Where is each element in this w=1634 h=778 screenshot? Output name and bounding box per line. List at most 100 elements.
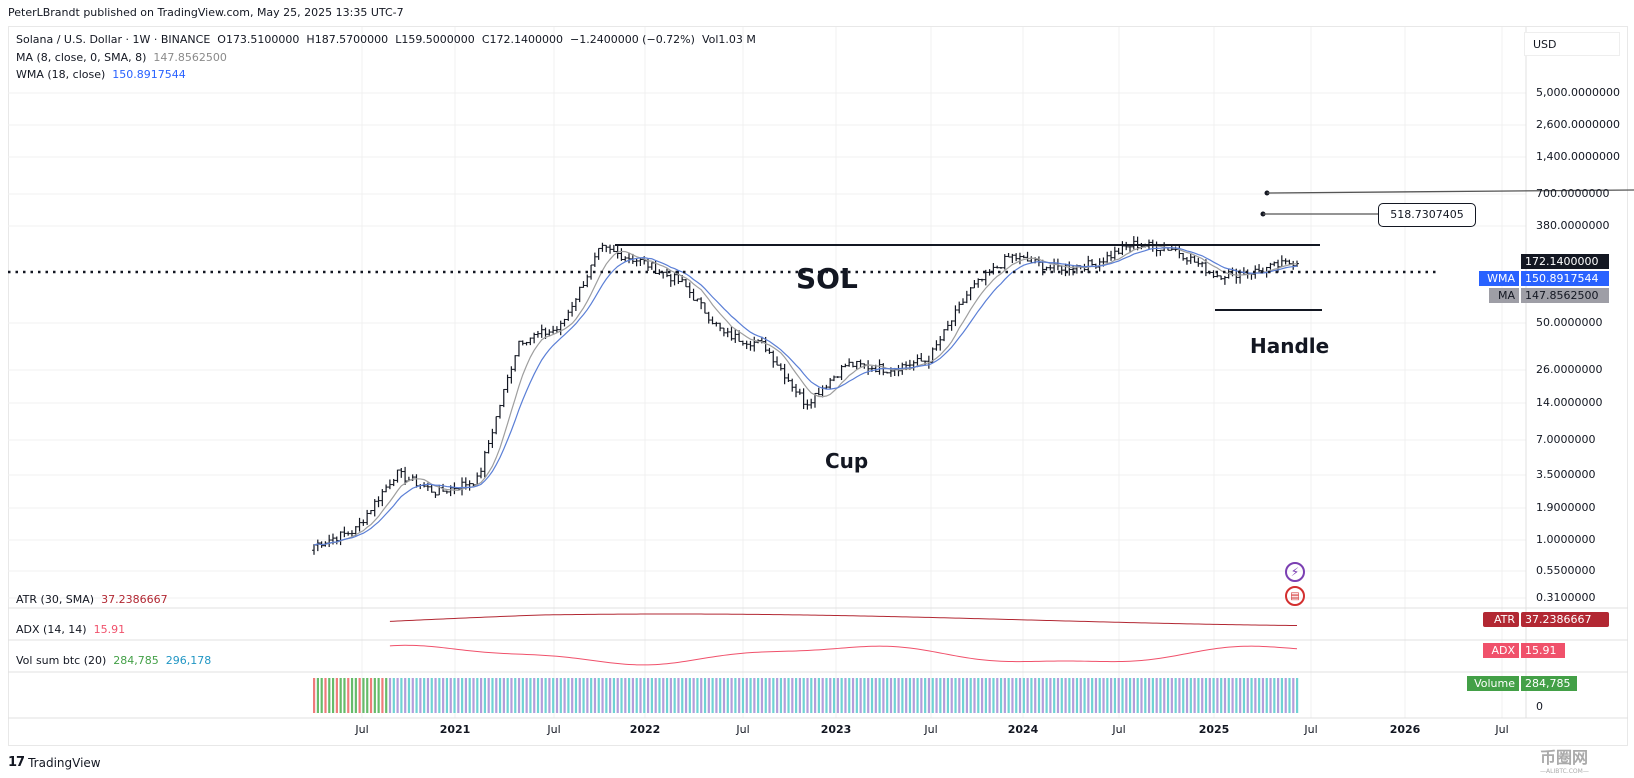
volume-bar [320,678,323,713]
time-tick-label: Jul [1112,723,1126,736]
volume-bar [1280,678,1284,713]
watermark: 币圈网 —ALIBTC.COM— [1540,744,1589,775]
target-price-label[interactable]: 518.7307405 [1378,203,1476,227]
volume-bar [1151,678,1154,713]
volume-bar [1239,678,1242,713]
price-tick-label: 380.0000000 [1536,219,1610,232]
volume-bar [639,678,642,713]
volume-bar [362,678,365,713]
volume-bar [1242,678,1246,713]
volume-bar [544,678,547,713]
volume-bar [510,678,513,713]
volume-bar [650,678,653,713]
atr-label: ATR (30, SMA) [16,593,95,606]
volume-legend[interactable]: Vol sum btc (20) 284,785 296,178 [16,654,211,667]
adx-legend[interactable]: ADX (14, 14) 15.91 [16,623,125,636]
volume-bar [1132,678,1135,713]
vol-value-2: 296,178 [165,654,212,667]
volume-bar [703,678,707,713]
price-tick-label: 26.0000000 [1536,363,1603,376]
volume-bar [863,678,866,713]
volume-bar [616,678,619,713]
volume-bar [908,678,912,713]
price-tick-label: 5,000.0000000 [1536,86,1620,99]
volume-bar [358,678,361,713]
volume-bar [593,678,597,713]
ohlc-close: C172.1400000 [481,33,563,46]
volume-bar [1277,678,1280,713]
volume-bar [559,678,562,713]
volume-bar [1041,678,1044,713]
volume-bar [567,678,570,713]
volume-bar [529,678,532,713]
volume-bar [870,678,874,713]
volume-bar [612,678,616,713]
ohlc-low: L159.5000000 [395,33,475,46]
volume-bar [882,678,885,713]
volume-bar [806,678,809,713]
time-tick-label: 2023 [820,723,852,736]
atr-line [389,613,1298,627]
volume-bar [901,678,904,713]
ma-line [313,244,1298,546]
volume-bar [407,678,411,713]
sol-annotation[interactable]: SOL [796,262,858,295]
volume-bar [662,678,665,713]
volume-bar [1003,678,1006,713]
time-tick-label: Jul [736,723,750,736]
atr-legend[interactable]: ATR (30, SMA) 37.2386667 [16,593,168,606]
volume-bar [741,678,745,713]
volume-bar [369,678,373,713]
currency-selector[interactable]: USD [1524,32,1620,56]
volume-bar [688,678,691,713]
ma-legend[interactable]: MA (8, close, 0, SMA, 8) 147.8562500 [16,51,227,64]
volume-bar [1201,678,1204,713]
volume-bar [331,678,335,713]
us-flag-event-icon[interactable]: ▤ [1285,586,1305,606]
volume-bar [665,678,669,713]
volume-bar [916,678,919,713]
volume-bar [874,678,877,713]
volume-bar [445,678,449,713]
tradingview-logo[interactable]: 17 TradingView [8,755,101,770]
volume-bar [1026,678,1029,713]
price-tick-label: 7.0000000 [1536,433,1596,446]
volume-bar [920,678,923,713]
volume-bar [711,678,714,713]
volume-bar [684,678,688,713]
volume-bar [760,678,764,713]
volume-tag-name: Volume [1467,676,1519,691]
volume-bar [772,678,775,713]
volume-bar [1227,678,1230,713]
volume-bar [335,678,338,713]
handle-annotation[interactable]: Handle [1250,334,1330,358]
volume-bar [400,678,403,713]
volume-bar [1140,678,1143,713]
volume-bar [954,678,957,713]
volume-bar [483,678,486,713]
volume-bar [969,678,972,713]
volume-zero-label: 0 [1536,700,1543,713]
volume-bar [1015,678,1018,713]
volume-bar [373,678,376,713]
volume-bar [1292,678,1295,713]
volume-bar [1091,678,1094,713]
cup-annotation[interactable]: Cup [825,449,869,473]
symbol-legend: Solana / U.S. Dollar · 1W · BINANCE O173… [16,33,756,46]
wma-legend[interactable]: WMA (18, close) 150.8917544 [16,68,186,81]
volume-bar [643,678,646,713]
volume-bar [385,678,388,713]
volume-bar [715,678,718,713]
volume-bar [464,678,468,713]
volume-bar [506,678,509,713]
volume-bar [646,678,650,713]
volume-bar [855,678,858,713]
volume-bar [795,678,798,713]
volume-bar [658,678,661,713]
volume-bar [844,678,847,713]
volume-bar [517,678,521,713]
lightning-event-icon[interactable]: ⚡ [1285,562,1305,582]
volume-bar [696,678,699,713]
volume-bar [1197,678,1200,713]
